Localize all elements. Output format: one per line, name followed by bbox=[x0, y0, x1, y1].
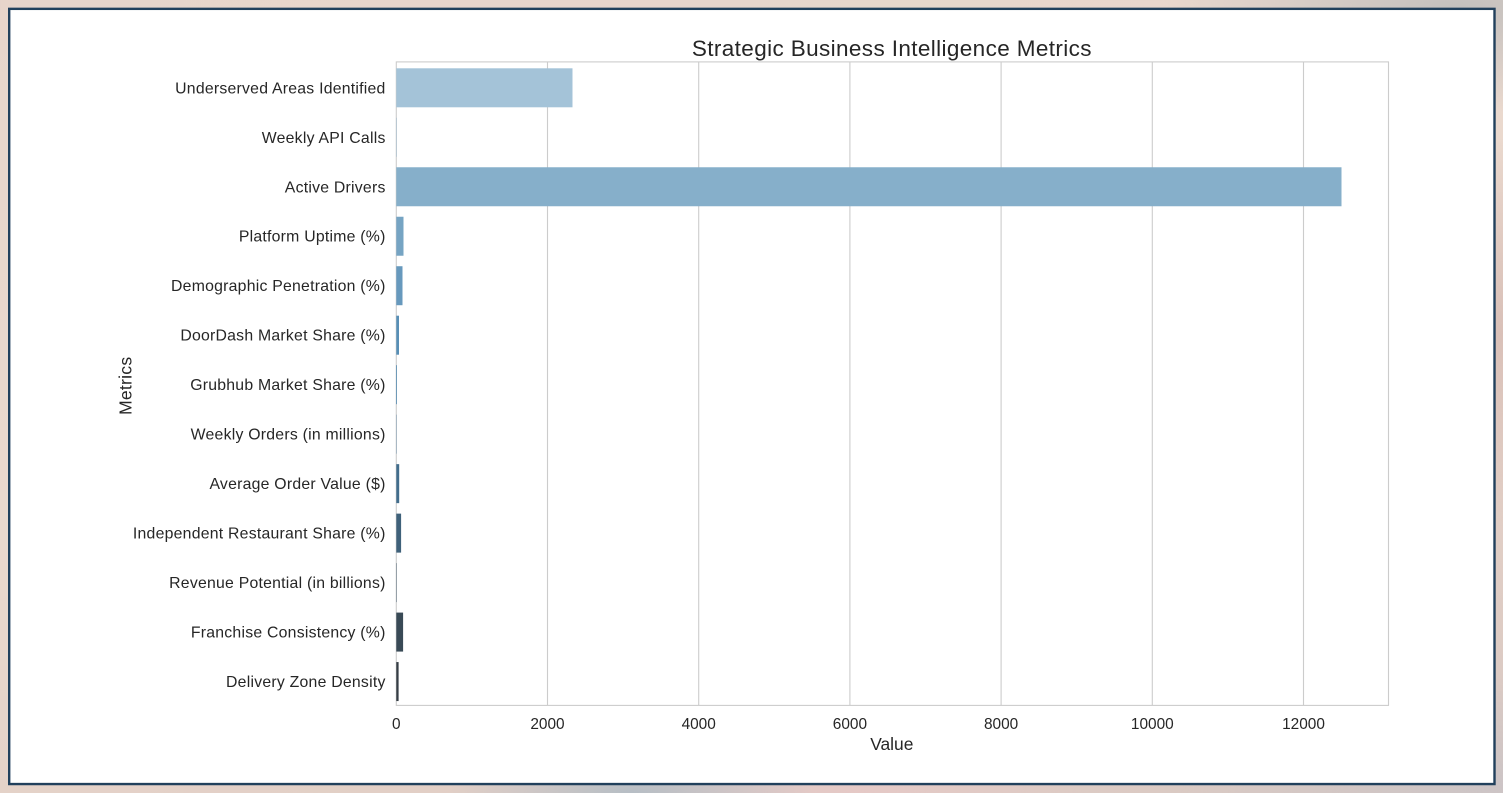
svg-text:Average Order Value ($): Average Order Value ($) bbox=[209, 476, 385, 493]
svg-text:Weekly API Calls: Weekly API Calls bbox=[262, 130, 386, 147]
svg-text:Value: Value bbox=[870, 734, 913, 754]
svg-text:Independent Restaurant Share (: Independent Restaurant Share (%) bbox=[133, 526, 386, 543]
svg-text:Delivery Zone Density: Delivery Zone Density bbox=[226, 674, 386, 691]
svg-text:Underserved Areas Identified: Underserved Areas Identified bbox=[175, 80, 385, 97]
svg-text:2000: 2000 bbox=[530, 716, 564, 733]
svg-text:0: 0 bbox=[392, 716, 401, 733]
svg-text:Platform Uptime (%): Platform Uptime (%) bbox=[239, 229, 386, 246]
svg-text:4000: 4000 bbox=[682, 716, 716, 733]
svg-text:6000: 6000 bbox=[833, 716, 867, 733]
svg-text:12000: 12000 bbox=[1282, 716, 1325, 733]
svg-text:8000: 8000 bbox=[984, 716, 1018, 733]
svg-text:DoorDash Market Share (%): DoorDash Market Share (%) bbox=[180, 328, 385, 345]
svg-text:10000: 10000 bbox=[1131, 716, 1174, 733]
svg-text:Grubhub Market Share (%): Grubhub Market Share (%) bbox=[190, 377, 385, 394]
svg-text:Strategic Business Intelligenc: Strategic Business Intelligence Metrics bbox=[692, 36, 1092, 61]
svg-text:Revenue Potential (in billions: Revenue Potential (in billions) bbox=[169, 575, 385, 592]
svg-text:Franchise Consistency (%): Franchise Consistency (%) bbox=[191, 625, 386, 642]
svg-text:Metrics: Metrics bbox=[116, 357, 136, 415]
svg-text:Weekly Orders (in millions): Weekly Orders (in millions) bbox=[191, 427, 386, 444]
svg-text:Active Drivers: Active Drivers bbox=[285, 179, 386, 196]
svg-text:Demographic Penetration (%): Demographic Penetration (%) bbox=[171, 278, 386, 295]
